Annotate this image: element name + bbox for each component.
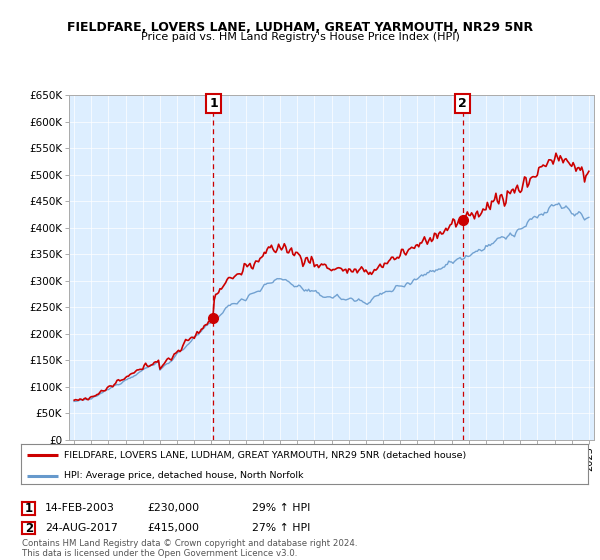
Text: HPI: Average price, detached house, North Norfolk: HPI: Average price, detached house, Nort…: [64, 471, 303, 480]
Text: £230,000: £230,000: [147, 503, 199, 514]
Text: 29% ↑ HPI: 29% ↑ HPI: [252, 503, 310, 514]
Text: FIELDFARE, LOVERS LANE, LUDHAM, GREAT YARMOUTH, NR29 5NR (detached house): FIELDFARE, LOVERS LANE, LUDHAM, GREAT YA…: [64, 451, 466, 460]
Text: FIELDFARE, LOVERS LANE, LUDHAM, GREAT YARMOUTH, NR29 5NR: FIELDFARE, LOVERS LANE, LUDHAM, GREAT YA…: [67, 21, 533, 34]
Text: £415,000: £415,000: [147, 523, 199, 533]
Text: 27% ↑ HPI: 27% ↑ HPI: [252, 523, 310, 533]
Text: Price paid vs. HM Land Registry's House Price Index (HPI): Price paid vs. HM Land Registry's House …: [140, 32, 460, 43]
Text: Contains HM Land Registry data © Crown copyright and database right 2024.
This d: Contains HM Land Registry data © Crown c…: [22, 539, 358, 558]
Text: 24-AUG-2017: 24-AUG-2017: [45, 523, 118, 533]
Text: 14-FEB-2003: 14-FEB-2003: [45, 503, 115, 514]
Text: 1: 1: [209, 97, 218, 110]
Text: 2: 2: [458, 97, 467, 110]
Text: 1: 1: [25, 502, 33, 515]
Text: 2: 2: [25, 521, 33, 535]
